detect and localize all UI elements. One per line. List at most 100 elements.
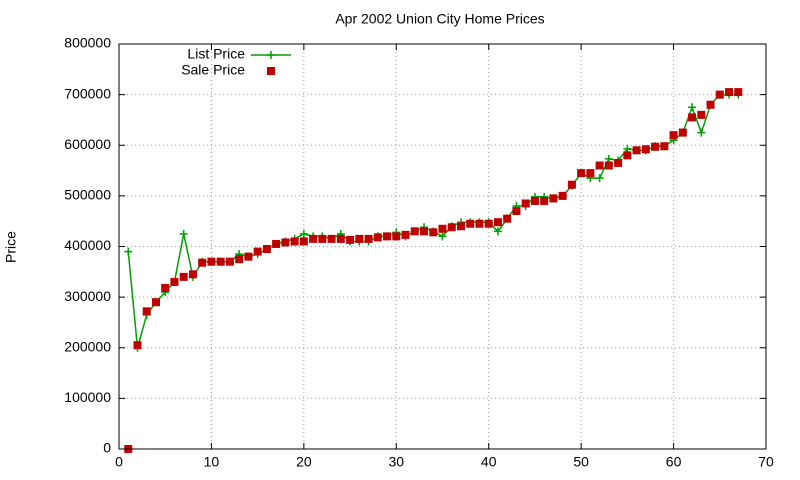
x-tick-label: 60: [666, 454, 682, 470]
legend-key: [251, 51, 291, 59]
legend-marker: [267, 51, 275, 59]
data-point: [318, 234, 327, 243]
data-point: [623, 151, 632, 160]
y-tick-label: 800000: [64, 35, 111, 51]
x-tick-label: 70: [758, 454, 774, 470]
data-point: [688, 103, 697, 112]
data-point: [327, 234, 336, 243]
data-point: [429, 228, 438, 237]
data-point: [216, 257, 225, 266]
data-point: [299, 229, 308, 238]
data-point: [281, 238, 290, 247]
x-tick-label: 20: [296, 454, 312, 470]
data-point: [179, 229, 188, 238]
data-point: [530, 196, 539, 205]
data-point: [262, 245, 271, 254]
y-axis-label: Price: [3, 231, 19, 263]
legend-key: [267, 67, 275, 75]
data-point: [632, 146, 641, 155]
data-point: [198, 258, 207, 267]
data-point: [447, 223, 456, 232]
data-point: [272, 239, 281, 248]
y-tick-label: 200000: [64, 338, 111, 354]
data-point: [410, 227, 419, 236]
data-point: [595, 161, 604, 170]
plot-area: [124, 88, 743, 453]
data-point: [484, 219, 493, 228]
data-point: [346, 235, 355, 244]
data-point: [688, 113, 697, 122]
data-point: [725, 88, 734, 97]
data-point: [567, 180, 576, 189]
data-point: [540, 196, 549, 205]
data-point: [734, 88, 743, 97]
y-tick-label: 0: [103, 440, 111, 456]
data-point: [604, 161, 613, 170]
y-tick-label: 300000: [64, 288, 111, 304]
data-point: [466, 219, 475, 228]
data-point: [651, 142, 660, 151]
data-point: [309, 234, 318, 243]
data-point: [438, 224, 447, 233]
data-point: [614, 158, 623, 167]
data-point: [678, 128, 687, 137]
series-line: [127, 93, 739, 348]
data-point: [697, 110, 706, 119]
data-point: [401, 230, 410, 239]
legend-label: Sale Price: [181, 62, 245, 78]
data-point: [493, 218, 502, 227]
data-point: [290, 237, 299, 246]
data-point: [475, 219, 484, 228]
plot-border: [118, 43, 767, 450]
grid: [118, 43, 767, 450]
data-point: [373, 233, 382, 242]
data-point: [595, 174, 604, 183]
data-point: [299, 237, 308, 246]
x-tick-label: 40: [481, 454, 497, 470]
data-point: [577, 169, 586, 178]
data-point: [715, 90, 724, 99]
data-point: [207, 257, 216, 266]
data-point: [253, 247, 262, 256]
data-point: [161, 284, 170, 293]
data-point: [355, 234, 364, 243]
data-point: [225, 257, 234, 266]
data-point: [586, 169, 595, 178]
data-point: [521, 199, 530, 208]
data-point: [188, 270, 197, 279]
data-point: [383, 232, 392, 241]
y-tick-label: 500000: [64, 187, 111, 203]
legend-marker: [267, 67, 275, 75]
x-tick-label: 30: [388, 454, 404, 470]
data-point: [512, 207, 521, 216]
data-point: [142, 307, 151, 316]
x-tick-label: 0: [115, 454, 123, 470]
data-point: [151, 298, 160, 307]
legend-label: List Price: [187, 46, 245, 62]
data-point: [133, 341, 142, 350]
data-point: [392, 232, 401, 241]
y-tick-label: 700000: [64, 85, 111, 101]
x-tick-label: 50: [573, 454, 589, 470]
chart-title: Apr 2002 Union City Home Prices: [335, 11, 544, 27]
data-point: [706, 100, 715, 109]
data-point: [170, 277, 179, 286]
data-point: [179, 272, 188, 281]
y-tick-label: 600000: [64, 136, 111, 152]
data-point: [697, 128, 706, 137]
data-point: [364, 234, 373, 243]
data-point: [660, 142, 669, 151]
data-point: [549, 194, 558, 203]
data-point: [493, 227, 502, 236]
data-point: [235, 255, 244, 264]
y-tick-label: 400000: [64, 237, 111, 253]
data-point: [438, 232, 447, 241]
data-point: [503, 214, 512, 223]
x-tick-label: 10: [204, 454, 220, 470]
data-point: [641, 145, 650, 154]
data-point: [456, 222, 465, 231]
data-point: [336, 234, 345, 243]
data-point: [420, 227, 429, 236]
y-tick-label: 100000: [64, 389, 111, 405]
